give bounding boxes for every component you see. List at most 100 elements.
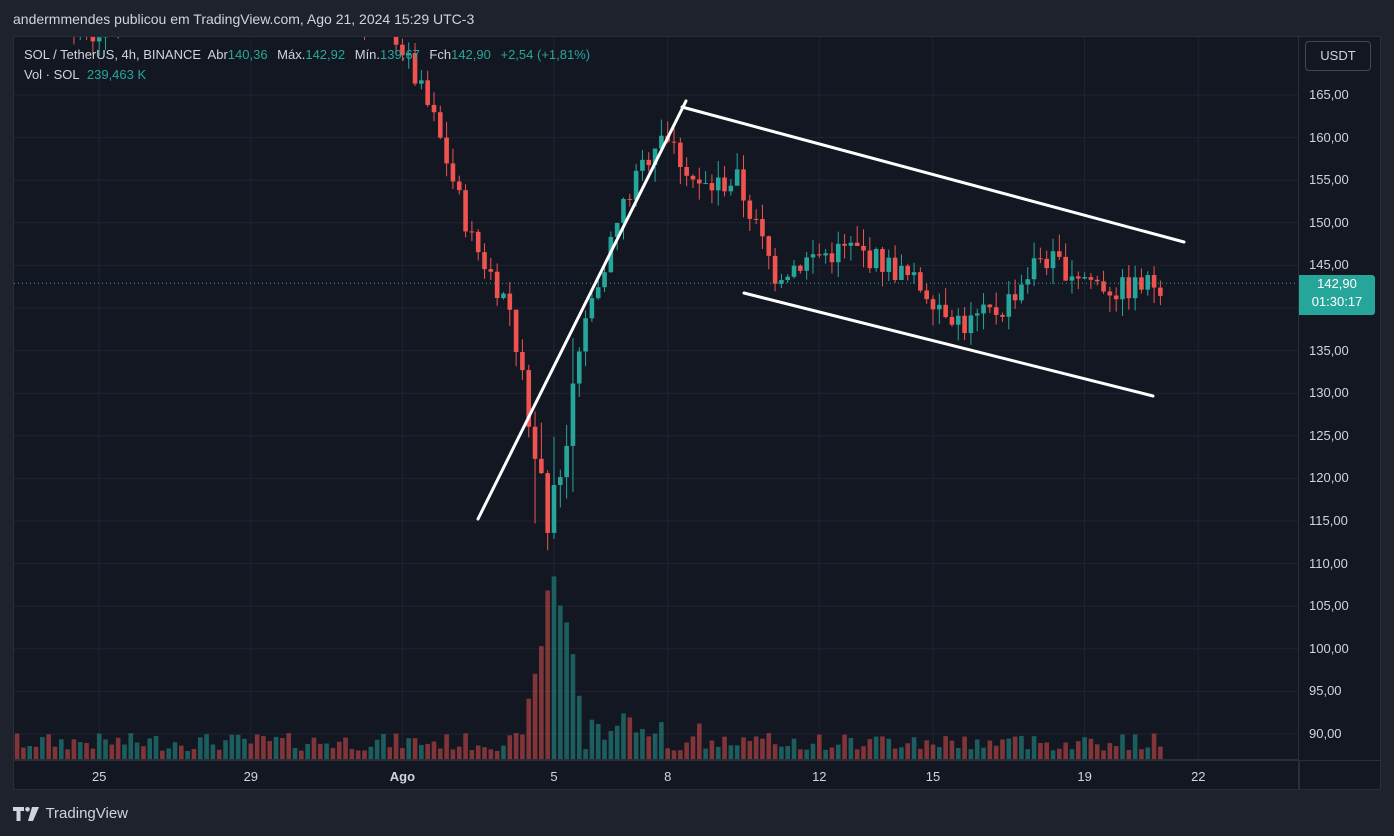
candle-body <box>545 473 550 533</box>
volume-bar <box>1057 748 1062 759</box>
volume-bar <box>703 748 708 759</box>
candle-body <box>602 272 607 288</box>
legend-volume: 239,463 K <box>86 67 147 82</box>
candle-body <box>899 265 904 281</box>
price-tick: 125,00 <box>1309 427 1349 443</box>
volume-bar <box>1069 749 1075 759</box>
volume-bar <box>317 743 323 759</box>
volume-bar <box>254 734 260 759</box>
candle-body <box>1126 277 1132 299</box>
candle-body <box>981 304 986 314</box>
legend-ohlc-row: SOL / TetherUS, 4h, BINANCE Abr140,36 Má… <box>24 45 590 65</box>
volume-bar <box>659 722 664 759</box>
volume-bar <box>52 746 58 759</box>
price-chart[interactable] <box>14 37 1298 759</box>
volume-bar <box>747 740 753 759</box>
candle-body <box>419 80 424 84</box>
candle-body <box>993 307 999 315</box>
volume-bar <box>343 737 348 759</box>
volume-bar <box>854 749 860 759</box>
volume-bar <box>829 747 835 759</box>
candle-body <box>962 315 967 334</box>
legend-symbol[interactable]: SOL / TetherUS, 4h, BINANCE <box>24 47 202 62</box>
volume-bar <box>558 605 563 759</box>
trend-line[interactable] <box>476 99 688 521</box>
price-tick: 120,00 <box>1309 470 1349 486</box>
trend-line[interactable] <box>680 105 1186 244</box>
drawings[interactable] <box>476 99 1186 521</box>
candle-body <box>696 179 702 184</box>
chart-pane[interactable]: SOL / TetherUS, 4h, BINANCE Abr140,36 Má… <box>13 36 1299 789</box>
time-tick: 22 <box>1191 769 1206 784</box>
candle-body <box>614 222 620 237</box>
volume-bar <box>267 741 273 759</box>
volume-bar <box>235 734 241 759</box>
volume-bar <box>324 743 329 759</box>
volume-bar <box>1151 733 1157 759</box>
legend-change: +2,54 (+1,81%) <box>500 47 591 62</box>
candle-body <box>1038 258 1043 260</box>
volume-bar <box>823 749 828 759</box>
candle-body <box>539 458 544 474</box>
volume-bar <box>930 744 936 759</box>
volume-bar <box>880 736 885 759</box>
currency-button[interactable]: USDT <box>1305 41 1371 71</box>
volume-bar <box>336 741 342 759</box>
candle-body <box>589 298 595 319</box>
volume-bar <box>1132 734 1138 759</box>
candle-body <box>1132 277 1138 299</box>
legend-volume-label[interactable]: Vol · SOL <box>24 67 80 82</box>
candle-body <box>703 183 708 185</box>
volume-bar <box>1101 750 1106 759</box>
volume-bar <box>393 733 399 759</box>
publisher-line: andermmendes publicou em TradingView.com… <box>13 11 475 27</box>
price-tick: 150,00 <box>1309 214 1349 230</box>
candle-body <box>943 304 948 318</box>
volume-bar <box>368 746 374 759</box>
candle-body <box>842 243 847 246</box>
volume-bar <box>532 673 538 759</box>
volume-bar <box>640 729 645 759</box>
legend-close-label: Fch <box>429 47 452 62</box>
legend-low: 139,67 <box>380 47 420 62</box>
volume-bar <box>627 717 633 759</box>
volume-bar <box>1094 744 1100 759</box>
volume-bar <box>766 733 772 759</box>
candle-body <box>1120 277 1125 300</box>
time-axis[interactable]: 222529Ago5812151922 <box>13 760 1299 790</box>
volume-bar <box>1000 739 1005 759</box>
volume-bar <box>419 744 424 759</box>
candle-body <box>753 218 759 220</box>
volume-bar <box>583 749 588 759</box>
volume-bar <box>355 750 361 759</box>
volume-bar <box>90 748 96 759</box>
candle-body <box>1012 294 1018 301</box>
trend-line[interactable] <box>742 291 1155 398</box>
candle-body <box>779 280 784 284</box>
volume-bar <box>1082 737 1087 759</box>
candle-body <box>817 254 822 256</box>
volume-bar <box>728 745 734 759</box>
candle-body <box>911 272 917 276</box>
volume-bar <box>450 749 456 759</box>
candle-body <box>1158 287 1163 296</box>
volume-bar <box>1006 738 1012 759</box>
volume-bar <box>892 748 898 759</box>
candle-body <box>652 148 658 166</box>
volume-bar <box>861 746 866 759</box>
candle-body <box>1151 275 1157 288</box>
volume-bar <box>1031 736 1037 759</box>
footer: TradingView <box>13 805 128 825</box>
volume-bar <box>867 739 873 759</box>
candle-body <box>1057 251 1062 257</box>
candle-body <box>494 271 500 299</box>
price-axis[interactable]: USDT 165,00160,00155,00150,00145,00140,0… <box>1299 36 1381 760</box>
candle-body <box>1069 276 1075 281</box>
candle-body <box>646 159 652 166</box>
volume-bar <box>589 719 595 759</box>
candle-body <box>406 53 412 56</box>
candle-body <box>633 170 639 200</box>
volume-bar <box>974 739 980 759</box>
volume-bar <box>1063 742 1068 759</box>
current-price: 142,90 <box>1317 276 1357 291</box>
